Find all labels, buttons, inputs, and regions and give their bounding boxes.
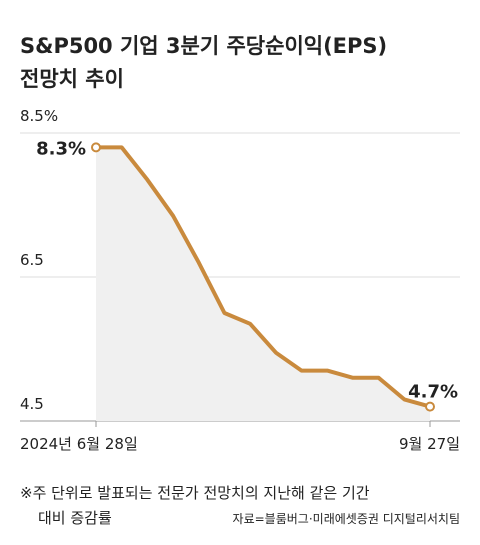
area	[96, 147, 430, 421]
end-marker	[425, 401, 435, 412]
y-tick-label: 4.5	[20, 395, 44, 413]
note: ※주 단위로 발표되는 전문가 전망치의 지난해 같은 기간	[20, 484, 370, 502]
y-tick-label: 8.5%	[20, 107, 58, 125]
chart-title: S&P500 기업 3분기 주당순이익(EPS)	[20, 34, 387, 58]
line	[96, 145, 431, 409]
x-tick-label: 2024년 6월 28일	[20, 435, 138, 453]
source: 자료=블룸버그·미래에셋증권 디지털리서치팀	[233, 512, 460, 526]
note: 대비 증감률	[38, 509, 112, 527]
data-label: 8.3%	[36, 138, 86, 159]
chart-title: 전망치 추이	[20, 67, 124, 91]
end-marker	[91, 142, 101, 153]
data-label: 4.7%	[408, 382, 458, 403]
x-tick-label: 9월 27일	[399, 435, 460, 453]
y-tick-label: 6.5	[20, 251, 44, 269]
